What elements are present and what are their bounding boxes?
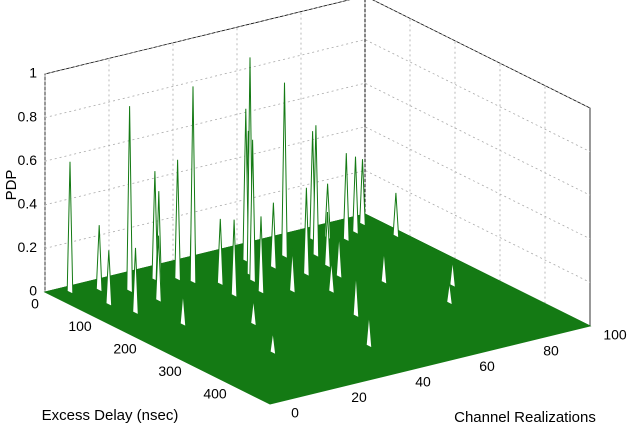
peak <box>189 86 197 285</box>
z-tick-label: 0.2 <box>18 239 38 255</box>
x-tick-label: 200 <box>113 341 137 357</box>
y-tick-label: 100 <box>603 327 627 343</box>
peak <box>335 233 343 280</box>
grid-line <box>44 126 591 240</box>
peak <box>155 235 162 304</box>
peak <box>66 161 74 295</box>
peak <box>324 211 331 269</box>
peak <box>328 259 335 295</box>
grid-line <box>44 0 591 109</box>
surface-floor <box>43 213 592 405</box>
z-tick-label: 0.4 <box>18 196 38 212</box>
peak <box>303 187 310 278</box>
peak <box>446 281 453 306</box>
x-tick-label: 400 <box>203 385 227 401</box>
z-tick-label: 1 <box>29 65 37 81</box>
peak <box>269 331 277 356</box>
peak <box>380 250 388 286</box>
peak <box>216 218 224 287</box>
x-tick-label: 300 <box>158 363 182 379</box>
peak <box>151 171 159 283</box>
peak <box>289 248 296 295</box>
peak <box>359 159 366 227</box>
peak <box>95 225 103 293</box>
y-tick-label: 40 <box>415 374 431 390</box>
peak <box>281 82 288 260</box>
y-tick-label: 20 <box>351 389 367 405</box>
peak <box>269 202 277 271</box>
y-tick-label: 0 <box>291 405 299 421</box>
peak <box>132 247 139 316</box>
peak <box>257 216 265 295</box>
y-axis-title: Channel Realizations <box>454 409 596 426</box>
grid-line <box>44 82 591 196</box>
z-tick-label: 0.8 <box>18 108 38 124</box>
peak <box>179 292 187 328</box>
z-tick-label: 0 <box>29 283 37 299</box>
peak <box>312 125 320 259</box>
peak <box>449 259 456 289</box>
peak <box>105 250 113 308</box>
z-tick-label: 0.6 <box>18 152 38 168</box>
x-tick-label: 0 <box>31 296 39 312</box>
z-axis-title: PDP <box>3 170 20 201</box>
peak <box>342 153 350 243</box>
peak <box>352 156 359 236</box>
peak <box>126 106 133 294</box>
peak <box>250 298 257 327</box>
grid-line <box>44 39 591 152</box>
peak <box>230 219 238 299</box>
peak <box>365 313 373 349</box>
y-tick-label: 80 <box>543 342 559 358</box>
y-tick-label: 60 <box>479 358 495 374</box>
x-axis-title: Excess Delay (nsec) <box>42 407 179 424</box>
peak <box>242 108 250 264</box>
grid-line <box>44 169 591 283</box>
x-tick-label: 100 <box>68 318 92 334</box>
peak <box>352 272 360 319</box>
peak <box>249 139 256 284</box>
peak <box>392 192 400 239</box>
peak <box>174 159 181 282</box>
